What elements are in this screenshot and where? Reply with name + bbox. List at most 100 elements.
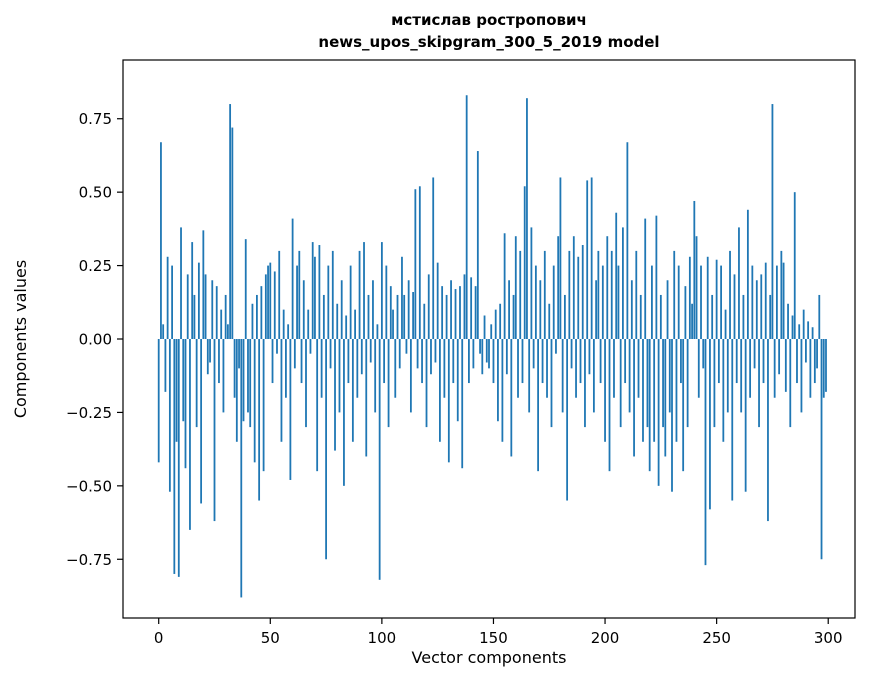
bar [456, 339, 459, 422]
y-tick-label: 0.75 [79, 110, 112, 128]
bar [800, 339, 803, 413]
bar [659, 294, 662, 339]
bar [476, 151, 479, 339]
bar [811, 327, 814, 339]
bar [430, 339, 432, 375]
bar [726, 339, 729, 413]
bar [409, 339, 412, 413]
bar [253, 339, 256, 463]
bar [218, 339, 220, 384]
bar [559, 177, 562, 339]
bar [581, 245, 584, 339]
bar [595, 280, 598, 339]
bar [412, 292, 415, 339]
bar [351, 339, 354, 442]
bar [668, 339, 671, 413]
bar [717, 339, 720, 384]
bar [363, 242, 365, 339]
bar [215, 286, 218, 339]
bar [543, 250, 546, 339]
bar [200, 339, 203, 504]
bar [302, 280, 305, 339]
bar [173, 339, 176, 574]
bar [459, 286, 461, 339]
y-tick-label: 0.25 [79, 257, 112, 275]
bar [249, 339, 252, 428]
bar [744, 339, 747, 492]
x-tick-label: 250 [702, 629, 731, 647]
bar [468, 339, 470, 384]
bar [729, 250, 731, 339]
bar [465, 95, 468, 340]
bar [258, 339, 261, 501]
bar [530, 227, 533, 339]
bar [512, 294, 515, 339]
bar [503, 233, 506, 339]
bar [441, 286, 444, 339]
bar [443, 339, 446, 398]
bar [588, 339, 591, 375]
bar [505, 339, 508, 375]
bar [604, 339, 606, 442]
bar [809, 339, 812, 398]
bar [579, 339, 582, 384]
bar [372, 280, 374, 339]
bar [742, 294, 745, 339]
bar [405, 339, 408, 354]
bar [345, 315, 348, 339]
bar [563, 294, 566, 339]
bar [338, 339, 341, 413]
y-axis-label: Components values [11, 260, 30, 418]
bar [550, 339, 553, 428]
bar [376, 324, 379, 339]
bar [329, 339, 332, 369]
bar [548, 303, 551, 339]
bar [568, 250, 571, 339]
bar [695, 236, 698, 339]
bar [816, 339, 818, 369]
bar [622, 227, 624, 339]
bar [383, 339, 386, 384]
x-tick-label: 100 [368, 629, 397, 647]
bar [733, 274, 736, 339]
bar [414, 189, 417, 339]
bar [235, 339, 238, 442]
bar [521, 339, 524, 384]
bar [474, 286, 477, 339]
bar [320, 339, 323, 398]
bar [673, 250, 676, 339]
bar [322, 294, 325, 339]
bar [818, 294, 821, 339]
bar [722, 339, 725, 442]
bar [296, 265, 298, 339]
bar [713, 339, 716, 428]
bar [421, 339, 423, 384]
bar [365, 339, 368, 457]
bar [671, 339, 673, 492]
bar [798, 324, 801, 339]
bar [541, 339, 544, 384]
bar [300, 339, 303, 384]
x-axis-label: Vector components [412, 648, 567, 667]
bar [561, 339, 564, 413]
bar [494, 309, 497, 339]
bar [624, 339, 627, 384]
bar [168, 339, 171, 492]
bar [425, 339, 428, 428]
bar [180, 227, 182, 339]
bar [461, 339, 464, 469]
bar [447, 339, 450, 463]
x-tick-label: 200 [591, 629, 620, 647]
bar [439, 339, 441, 442]
bar [285, 339, 287, 398]
bar [724, 309, 727, 339]
y-tick-label: 0.50 [79, 184, 112, 202]
bar [644, 218, 647, 339]
bar [646, 339, 649, 428]
bar [791, 315, 794, 339]
x-tick-label: 300 [814, 629, 843, 647]
bar [463, 274, 466, 339]
bar [360, 339, 363, 375]
bar [764, 262, 767, 339]
bar [276, 339, 278, 354]
